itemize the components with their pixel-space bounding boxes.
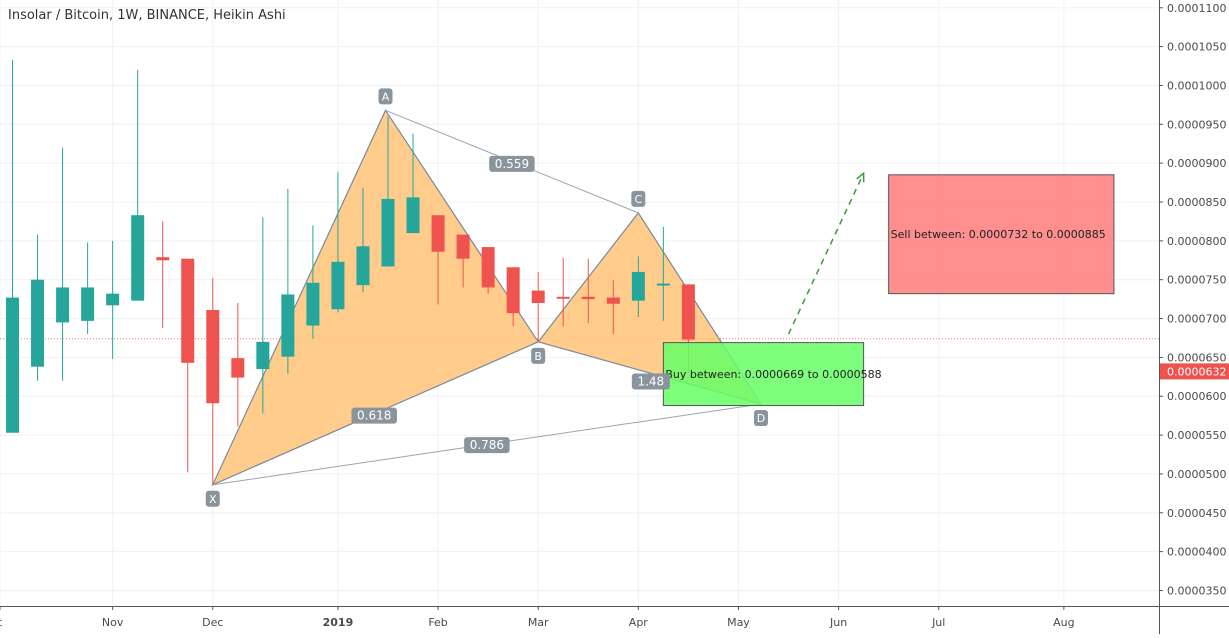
ratio-label-bg xyxy=(489,155,535,172)
time-tick-label: Jul xyxy=(931,616,945,629)
candle-body xyxy=(481,247,495,288)
candle-body xyxy=(656,283,670,286)
point-label-c: C xyxy=(634,193,642,206)
price-tick-label: 0.0000700 xyxy=(1167,313,1227,326)
price-tick-label: 0.0000750 xyxy=(1167,274,1227,287)
candle-body xyxy=(456,234,470,259)
projection-arrow-line xyxy=(787,172,865,335)
candle-body xyxy=(181,258,195,363)
price-tick-label: 0.0000400 xyxy=(1167,546,1227,559)
zone-buy-label: Buy between: 0.0000669 to 0.0000588 xyxy=(665,368,881,381)
price-axis-bg xyxy=(1159,0,1229,634)
last-price-label: 0.0000632 xyxy=(1167,365,1227,378)
time-axis-bg xyxy=(0,606,1229,634)
candle-body xyxy=(681,284,695,340)
ratio-label-bg xyxy=(464,437,510,454)
time-tick-label: Jun xyxy=(829,616,847,629)
time-tick-label: Apr xyxy=(629,616,649,629)
time-tick-label: May xyxy=(727,616,750,629)
price-tick-label: 0.0000550 xyxy=(1167,429,1227,442)
candle-body xyxy=(281,294,295,357)
chart-title: Insolar / Bitcoin, 1W, BINANCE, Heikin A… xyxy=(8,8,286,23)
ratio-label: 0.786 xyxy=(470,438,504,452)
price-tick-label: 0.0001050 xyxy=(1167,41,1227,54)
candle-body xyxy=(406,197,420,234)
point-label-bg xyxy=(378,88,393,105)
ratio-label: 0.618 xyxy=(357,409,391,423)
time-tick-label: t xyxy=(0,616,3,629)
candle-body xyxy=(331,261,345,310)
time-tick-label: Feb xyxy=(428,616,447,629)
pattern-labels: X A B C D 0.559 0.618 0.786 1.48 xyxy=(205,88,768,507)
zone-sell-label: Sell between: 0.0000732 to 0.0000885 xyxy=(891,228,1106,241)
candle-body xyxy=(231,358,245,378)
candle-body xyxy=(556,296,570,299)
price-tick-label: 0.0000800 xyxy=(1167,235,1227,248)
candle-body xyxy=(156,257,170,261)
zones: Buy between: 0.0000669 to 0.0000588 Sell … xyxy=(662,171,1115,407)
candle-body xyxy=(531,290,545,303)
candle-body xyxy=(581,296,595,300)
ratio-label-bg xyxy=(351,407,397,424)
ratio-label: 0.559 xyxy=(495,157,529,171)
ratio-label-bg xyxy=(631,373,670,390)
candle-body xyxy=(356,246,370,286)
candle-body xyxy=(131,215,145,301)
candle-body xyxy=(631,271,645,301)
candle-body xyxy=(81,287,95,321)
candle-body xyxy=(381,198,395,267)
candle-body xyxy=(206,309,220,404)
time-tick-label: Aug xyxy=(1053,616,1074,629)
zone-sell xyxy=(888,174,1115,295)
time-tick-label: Nov xyxy=(102,616,124,629)
price-tick-label: 0.0000450 xyxy=(1167,507,1227,520)
candle-body xyxy=(31,279,45,367)
zone-buy xyxy=(662,342,865,407)
time-tick-label: Mar xyxy=(528,616,549,629)
point-label-bg xyxy=(753,410,768,426)
price-tick-label: 0.0000500 xyxy=(1167,468,1227,481)
projection-arrow-head xyxy=(856,171,865,183)
price-tick-label: 0.0000650 xyxy=(1167,351,1227,364)
last-price-badge xyxy=(1160,363,1229,380)
candles xyxy=(6,59,695,485)
point-label-b: B xyxy=(534,350,542,363)
price-tick-label: 0.0001000 xyxy=(1167,79,1227,92)
point-label-d: D xyxy=(757,412,765,425)
candle-body xyxy=(56,287,70,323)
candle-body xyxy=(431,215,445,252)
price-tick-label: 0.0000850 xyxy=(1167,196,1227,209)
point-label-bg xyxy=(631,190,646,207)
candle-body xyxy=(256,341,270,370)
price-tick-label: 0.0000600 xyxy=(1167,390,1227,403)
candle-body xyxy=(606,297,620,304)
point-label-a: A xyxy=(382,90,390,103)
ratio-label: 1.48 xyxy=(637,374,664,388)
point-label-x: X xyxy=(209,493,217,506)
candle-body xyxy=(306,282,320,326)
candle-body xyxy=(506,267,520,314)
time-tick-label: Dec xyxy=(202,616,223,629)
point-label-bg xyxy=(205,490,220,507)
candle-body xyxy=(6,297,20,433)
price-tick-label: 0.0000950 xyxy=(1167,118,1227,131)
price-tick-label: 0.0000900 xyxy=(1167,157,1227,170)
price-tick-label: 0.0001100 xyxy=(1167,2,1227,15)
time-tick-label: 2019 xyxy=(323,616,354,629)
point-label-bg xyxy=(531,347,546,364)
harmonic-pattern xyxy=(211,109,763,486)
price-tick-label: 0.0000350 xyxy=(1167,584,1227,597)
candle-body xyxy=(106,293,120,306)
